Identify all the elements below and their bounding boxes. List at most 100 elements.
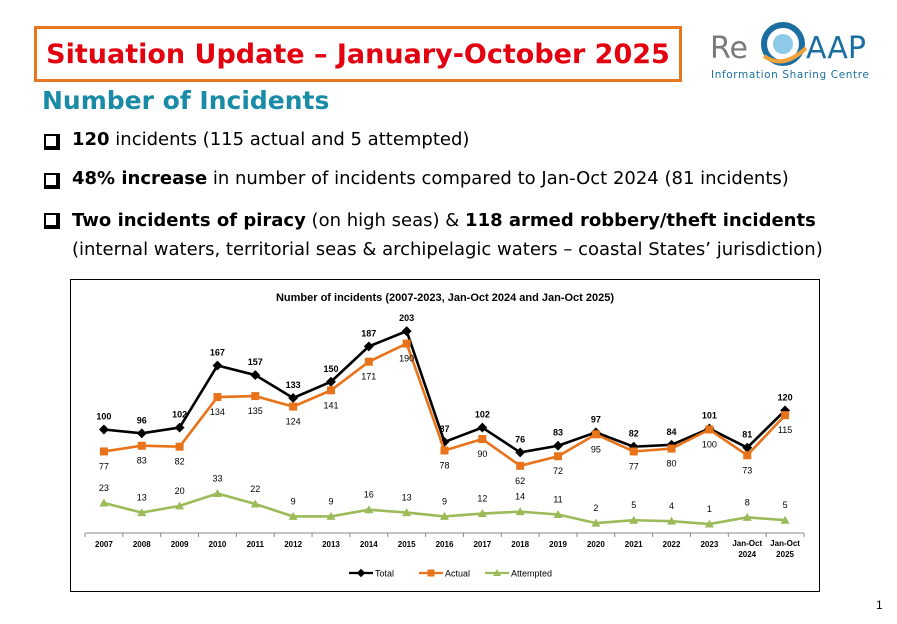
bullet-item: 120 incidents (115 actual and 5 attempte… [44,129,469,150]
data-label-attempted: 9 [291,496,296,506]
recaap-logo: Re AAP [710,22,866,66]
x-tick-label: 2017 [473,540,491,549]
data-label-actual: 77 [99,461,109,471]
x-tick-label: 2012 [284,540,302,549]
legend-entry: Attempted [511,569,552,579]
data-label-attempted: 23 [99,483,109,493]
data-label-actual: 80 [667,459,677,469]
data-label-attempted: 1 [707,504,712,514]
attempted-point [364,505,374,514]
data-label-total: 96 [137,415,147,425]
actual-point [591,430,600,439]
attempted-point [440,511,449,520]
incidents-chart: Number of incidents (2007-2023, Jan-Oct … [70,279,820,592]
section-subtitle: Number of Incidents [42,86,330,115]
actual-point [402,339,411,348]
total-point [401,326,412,337]
actual-point [667,444,676,453]
data-label-attempted: 9 [442,496,447,506]
data-label-attempted: 2 [593,503,598,513]
attempted-point [212,488,222,497]
actual-point [478,435,487,444]
total-point [288,393,299,403]
svg-text:Re: Re [710,31,748,66]
x-tick-label: 2014 [360,540,378,549]
data-label-total: 83 [553,428,563,438]
actual-point [137,441,146,450]
data-label-attempted: 9 [328,496,333,506]
x-tick-label: 2020 [587,540,605,549]
x-tick-label: 2007 [95,540,113,549]
data-label-actual: 95 [591,444,601,454]
attempted-point [137,508,147,517]
data-label-total: 203 [399,313,414,323]
x-tick-label: 2019 [549,540,567,549]
data-label-actual: 124 [286,417,301,427]
data-label-attempted: 16 [364,490,374,500]
data-label-total: 82 [629,429,639,439]
data-label-total: 97 [591,414,601,424]
actual-point [175,442,184,451]
total-point [742,442,753,453]
data-label-attempted: 20 [175,486,185,496]
x-tick-label: Jan-Oct 2024 [732,539,762,559]
data-label-actual: 78 [439,461,449,471]
total-point [250,370,261,381]
legend-entry: Actual [445,569,470,579]
x-tick-label: 2009 [171,540,189,549]
total-point [98,424,109,435]
data-label-attempted: 13 [137,493,147,503]
x-tick-label: 2013 [322,540,340,549]
svg-text:AAP: AAP [806,31,866,66]
series-line-total [103,329,786,454]
actual-point [99,447,108,456]
data-label-actual: 171 [361,372,376,382]
attempted-point [667,516,677,525]
total-point [136,428,147,439]
data-label-actual: 135 [248,406,263,416]
data-label-total: 87 [439,424,449,434]
actual-point [629,447,638,456]
attempted-point [591,518,601,527]
legend-marker [427,569,435,577]
actual-point [289,402,298,411]
data-label-total: 84 [667,427,677,437]
x-tick-label: 2015 [398,540,416,549]
attempted-point [288,511,298,520]
actual-point [364,357,373,366]
total-point [212,360,223,371]
data-label-actual: 100 [702,440,717,450]
attempted-point [402,508,412,517]
attempted-point [477,509,487,518]
attempted-point [99,498,109,507]
data-label-total: 102 [172,410,187,420]
data-label-total: 187 [361,328,376,338]
x-tick-label: 2023 [700,540,718,549]
actual-point [705,425,714,434]
data-label-attempted: 12 [477,494,487,504]
chart-svg: Number of incidents (2007-2023, Jan-Oct … [84,292,805,579]
attempted-point [742,512,752,521]
data-label-total: 157 [248,357,263,367]
total-point [553,440,563,451]
data-label-actual: 73 [742,465,752,475]
data-label-total: 120 [778,392,793,402]
data-label-attempted: 5 [631,500,636,510]
x-tick-label: 2010 [209,540,227,549]
slide-title: Situation Update – January-October 2025 [46,38,670,70]
attempted-point [515,507,525,516]
data-label-attempted: 13 [402,493,412,503]
page-number: 1 [876,598,883,612]
data-label-attempted: 11 [553,494,562,504]
attempted-point [250,499,260,508]
x-tick-label: 2021 [625,540,643,549]
data-label-actual: 190 [399,354,414,364]
legend-marker [356,568,366,578]
data-label-total: 167 [210,348,225,358]
attempted-point [780,515,790,524]
data-label-total: 81 [742,430,752,440]
attempted-point [175,501,185,510]
checkbox-bullet-icon [44,173,60,189]
data-label-actual: 72 [553,466,563,476]
data-label-actual: 77 [629,461,639,471]
